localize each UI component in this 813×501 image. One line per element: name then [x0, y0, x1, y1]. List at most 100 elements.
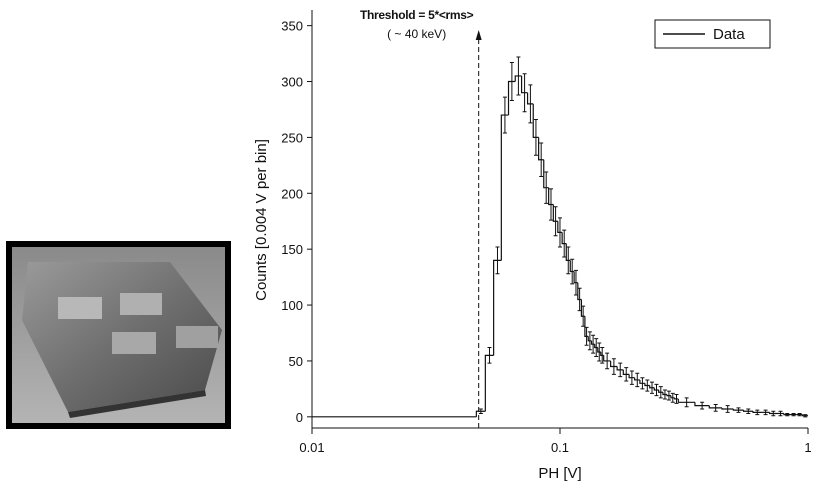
histogram-bin — [653, 387, 659, 391]
error-bar — [539, 142, 544, 178]
histogram-bin — [561, 232, 567, 245]
histogram-bin — [677, 398, 695, 403]
histogram-bin — [538, 137, 544, 161]
x-tick-label: 0.01 — [299, 440, 324, 455]
histogram-bin — [616, 366, 624, 371]
error-bar — [528, 84, 533, 124]
error-bar — [516, 56, 521, 96]
histogram-bin — [603, 355, 611, 362]
error-bar — [700, 401, 705, 410]
histogram-bin — [666, 394, 671, 397]
histogram-bin — [565, 243, 571, 261]
error-bar — [674, 393, 679, 404]
histogram-bin — [634, 377, 640, 381]
error-bar — [478, 408, 483, 414]
y-axis-label: Counts [0.004 V per bin] — [253, 139, 270, 301]
histogram-bin — [584, 316, 589, 337]
histogram-bin — [783, 413, 791, 416]
y-tick-label: 250 — [281, 130, 303, 145]
error-bar — [557, 217, 562, 248]
histogram-bin — [580, 299, 585, 317]
y-tick-label: 100 — [281, 298, 303, 313]
error-bar — [584, 326, 589, 346]
error-bar — [635, 372, 640, 388]
annotation-note: ( ~ 40 keV) — [387, 27, 446, 41]
histogram-bin — [532, 103, 539, 139]
histogram-bin — [721, 407, 734, 410]
error-bar — [566, 246, 571, 275]
error-bar — [713, 404, 718, 412]
error-bar — [670, 392, 675, 403]
histogram-bin — [610, 360, 618, 368]
y-tick-label: 350 — [281, 19, 303, 34]
error-bar — [495, 246, 500, 275]
error-bar — [778, 410, 783, 417]
error-bar — [587, 331, 592, 351]
histogram-bin — [644, 383, 650, 387]
detector-photo — [6, 241, 231, 429]
histogram-bin — [573, 271, 578, 284]
histogram-bin — [484, 354, 494, 412]
histogram-bin — [500, 114, 509, 261]
error-bar — [654, 383, 659, 397]
y-tick-label: 200 — [281, 186, 303, 201]
histogram-bin — [801, 414, 808, 417]
error-bar — [746, 408, 751, 414]
error-bar — [763, 409, 768, 416]
histogram-bin — [548, 187, 554, 206]
histogram-bin — [694, 402, 710, 407]
error-bar — [645, 379, 650, 392]
error-bar — [553, 206, 558, 237]
histogram-bin — [670, 395, 675, 399]
histogram-bin — [622, 369, 630, 375]
error-bar — [502, 96, 507, 134]
error-bar — [725, 405, 730, 413]
y-tick-label: 150 — [281, 242, 303, 257]
error-bar — [600, 347, 605, 364]
error-bar — [509, 62, 514, 102]
histogram-bin — [552, 204, 558, 222]
histogram-bin — [639, 379, 645, 384]
histogram-bin — [708, 405, 722, 409]
error-bar — [544, 171, 549, 204]
error-bar — [791, 412, 796, 417]
threshold-arrow — [475, 30, 482, 40]
histogram-bin — [507, 80, 516, 116]
histogram-bin — [493, 259, 502, 356]
error-bar — [597, 342, 602, 362]
error-bar — [522, 73, 527, 113]
histogram-bin — [569, 260, 575, 273]
error-bar — [666, 390, 671, 401]
histogram-bin — [594, 344, 598, 349]
error-bar — [803, 414, 808, 418]
y-tick-label: 300 — [281, 75, 303, 90]
error-bar — [736, 407, 741, 413]
error-bar — [591, 334, 596, 354]
error-bar — [662, 389, 667, 400]
histogram-bin — [590, 340, 595, 345]
error-bar — [640, 377, 645, 390]
histogram-bin — [658, 390, 663, 393]
error-bar — [533, 119, 538, 156]
histogram-bin — [674, 397, 679, 400]
y-tick-label: 0 — [296, 410, 303, 425]
error-bar — [755, 409, 760, 416]
histogram-bin — [649, 385, 655, 389]
histogram-bin — [475, 410, 486, 417]
error-bar — [487, 347, 492, 364]
error-bar — [618, 362, 623, 378]
histogram-bin — [662, 392, 667, 396]
error-bar — [562, 229, 567, 258]
error-bar — [650, 381, 654, 394]
error-bar — [629, 370, 634, 385]
histogram-bin — [732, 409, 744, 411]
x-axis-label: PH [V] — [538, 465, 581, 482]
error-bar — [548, 188, 553, 221]
histogram-bin — [543, 159, 549, 189]
error-bar — [658, 386, 663, 399]
error-bar — [624, 367, 629, 382]
histogram-bin — [768, 412, 778, 415]
error-bar — [771, 410, 776, 417]
histogram-bin — [587, 336, 592, 342]
